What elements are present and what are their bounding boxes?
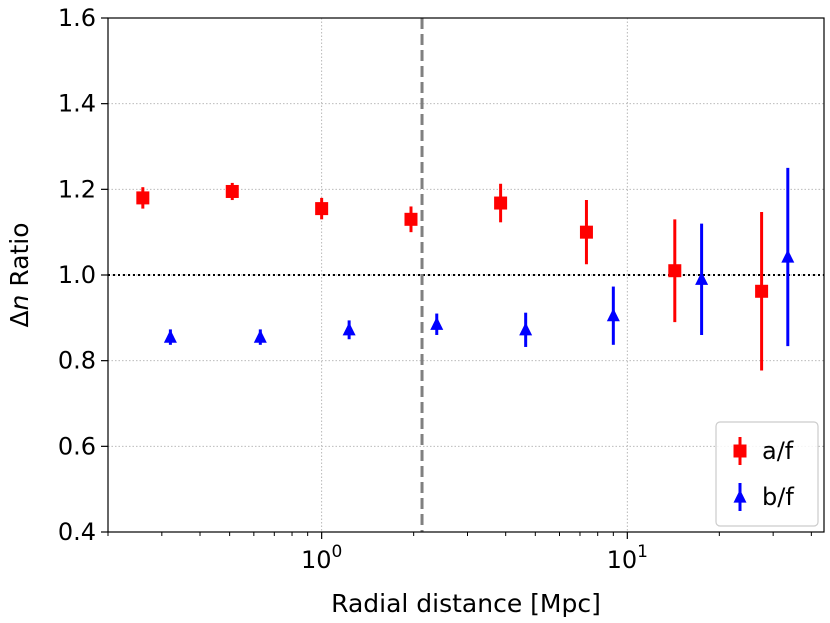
data-point — [695, 271, 709, 285]
data-point — [519, 322, 533, 336]
y-tick-label: 0.8 — [58, 347, 96, 375]
y-axis-label-prefix: Δ — [5, 310, 34, 327]
series-triangle — [163, 167, 795, 347]
data-point — [163, 329, 177, 343]
data-point — [136, 191, 150, 205]
data-point — [781, 249, 795, 263]
series-square — [136, 182, 769, 371]
y-axis-label: Δn Ratio — [5, 222, 34, 327]
y-tick-label: 1.2 — [58, 175, 96, 203]
data-point — [494, 196, 508, 210]
data-point — [579, 225, 593, 239]
data-point — [315, 202, 329, 216]
y-tick-label: 1.4 — [58, 90, 96, 118]
data-point — [342, 322, 356, 336]
x-axis-label: Radial distance [Mpc] — [331, 589, 601, 618]
y-tick-label: 1.6 — [58, 4, 96, 32]
data-point — [430, 316, 444, 330]
data-point — [755, 284, 769, 298]
y-tick-label: 1.0 — [58, 261, 96, 289]
data-point — [404, 212, 418, 226]
series-layer — [136, 167, 795, 371]
legend-label: a/f — [762, 437, 794, 465]
y-tick-label: 0.6 — [58, 432, 96, 460]
legend-marker — [733, 489, 747, 503]
legend-marker — [733, 444, 747, 458]
y-axis-label-suffix: Ratio — [5, 222, 34, 294]
x-tick-label: 100 — [301, 542, 342, 574]
y-axis-label-italic: n — [5, 295, 34, 311]
data-point — [668, 264, 682, 278]
axes: 0.4 0.6 0.8 1.0 1.2 1.4 1.6 100 101 — [58, 4, 812, 574]
y-tick-label: 0.4 — [58, 518, 96, 546]
legend-label: b/f — [762, 483, 794, 511]
x-tick-label: 101 — [607, 542, 648, 574]
data-point — [253, 329, 267, 343]
data-point — [225, 184, 239, 198]
data-point — [606, 308, 620, 322]
legend: a/f b/f — [715, 421, 819, 527]
reference-lines — [108, 18, 824, 532]
